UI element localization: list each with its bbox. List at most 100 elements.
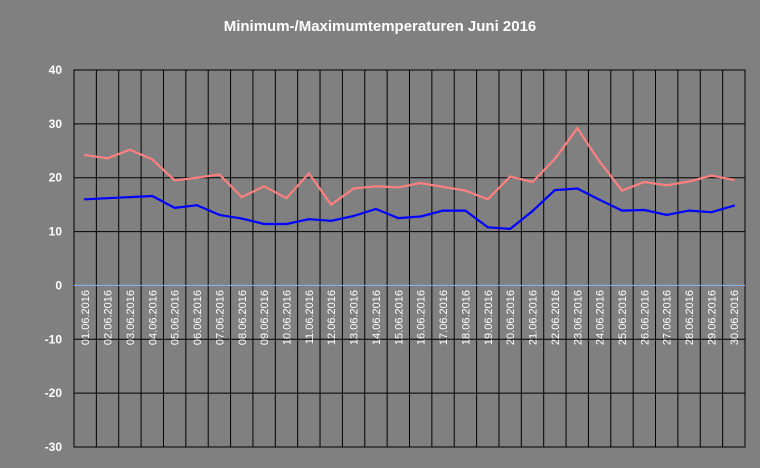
data-point: [285, 196, 288, 200]
x-tick-label: 23.06.2016: [572, 290, 584, 345]
x-tick-label: 11.06.2016: [304, 290, 316, 344]
x-tick-label: 17.06.2016: [438, 290, 450, 345]
data-point: [464, 189, 467, 192]
x-tick-label: 19.06.2016: [483, 290, 495, 345]
data-point: [508, 175, 512, 178]
data-point: [195, 203, 199, 207]
data-point: [531, 180, 534, 184]
x-tick-label: 13.06.2016: [349, 290, 361, 345]
data-point: [665, 213, 668, 217]
data-point: [218, 213, 221, 217]
data-point: [397, 216, 400, 220]
data-point: [486, 198, 489, 201]
data-point: [441, 209, 445, 212]
series-line-max: [85, 127, 735, 206]
data-point: [643, 208, 646, 212]
x-tick-label: 08.06.2016: [237, 290, 249, 345]
x-tick-label: 22.06.2016: [550, 290, 562, 345]
x-tick-label: 25.06.2016: [617, 290, 629, 345]
data-point: [687, 209, 691, 212]
y-tick-label: 20: [49, 171, 63, 185]
x-tick-label: 01.06.2016: [80, 290, 92, 345]
x-tick-label: 02.06.2016: [103, 290, 115, 345]
x-tick-label: 14.06.2016: [371, 290, 383, 345]
x-tick-label: 15.06.2016: [393, 290, 405, 345]
y-tick-label: 0: [55, 278, 62, 292]
data-point: [128, 148, 132, 151]
x-tick-label: 21.06.2016: [528, 290, 540, 345]
data-point: [710, 210, 713, 214]
data-point: [285, 222, 288, 226]
y-tick-label: 10: [49, 225, 63, 239]
data-point: [106, 157, 109, 160]
data-point: [732, 204, 736, 207]
y-tick-label: 40: [49, 63, 63, 77]
data-point: [620, 209, 624, 212]
data-point: [553, 157, 557, 161]
data-point: [262, 222, 266, 226]
data-point: [397, 186, 400, 189]
chart-title: Minimum-/Maximumtemperaturen Juni 2016: [223, 18, 537, 35]
data-point: [173, 179, 176, 182]
data-point: [352, 214, 355, 218]
data-point: [710, 174, 713, 177]
data-point: [352, 187, 355, 190]
data-point: [665, 184, 668, 187]
data-point: [262, 185, 266, 188]
data-point: [218, 173, 221, 176]
data-point: [173, 206, 176, 210]
data-point: [464, 209, 467, 212]
data-point: [151, 158, 154, 161]
x-tick-label: 09.06.2016: [259, 290, 271, 345]
data-point: [330, 203, 333, 206]
data-point: [83, 198, 87, 201]
data-point: [374, 185, 378, 188]
data-point: [598, 198, 601, 201]
data-point: [508, 227, 512, 231]
data-point: [419, 181, 422, 185]
data-point: [307, 172, 311, 175]
x-tick-label: 24.06.2016: [595, 290, 607, 345]
x-tick-label: 04.06.2016: [147, 290, 159, 345]
data-point: [441, 185, 445, 189]
data-point: [419, 215, 422, 218]
data-point: [307, 217, 311, 221]
y-tick-label: 30: [49, 117, 63, 131]
x-tick-label: 05.06.2016: [170, 290, 182, 345]
y-tick-label: -20: [45, 386, 63, 400]
x-tick-label: 27.06.2016: [662, 290, 674, 345]
x-tick-label: 06.06.2016: [192, 290, 204, 345]
x-tick-label: 03.06.2016: [125, 290, 137, 345]
x-tick-label: 16.06.2016: [416, 290, 428, 345]
x-tick-label: 12.06.2016: [326, 290, 338, 345]
data-point: [195, 176, 199, 179]
x-tick-label: 07.06.2016: [214, 290, 226, 345]
data-point: [620, 189, 624, 192]
x-tick-label: 26.06.2016: [639, 290, 651, 345]
data-point: [128, 195, 132, 199]
data-point: [486, 226, 489, 229]
data-point: [83, 153, 87, 157]
series-line-min: [85, 187, 735, 230]
y-tick-label: -30: [45, 440, 63, 454]
data-point: [643, 180, 646, 184]
data-point: [531, 209, 534, 213]
data-point: [374, 207, 378, 211]
data-point: [330, 219, 333, 222]
x-tick-label: 28.06.2016: [684, 290, 696, 345]
data-point: [240, 195, 243, 199]
x-tick-label: 30.06.2016: [729, 290, 741, 345]
data-point: [576, 126, 579, 130]
data-point: [576, 187, 579, 190]
data-point: [598, 160, 601, 163]
data-point: [240, 217, 243, 220]
x-tick-label: 10.06.2016: [281, 290, 293, 345]
data-point: [732, 178, 736, 182]
x-tick-label: 29.06.2016: [706, 290, 718, 345]
y-tick-label: -10: [45, 332, 63, 346]
x-tick-label: 20.06.2016: [505, 290, 517, 345]
x-tick-label: 18.06.2016: [460, 290, 472, 345]
data-point: [151, 194, 154, 198]
data-point: [553, 188, 557, 192]
